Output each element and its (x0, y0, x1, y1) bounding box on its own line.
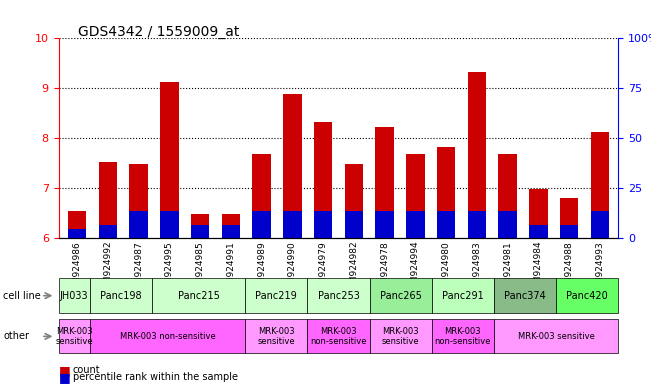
Text: Panc198: Panc198 (100, 291, 142, 301)
Bar (98, 162, 117, 238)
Text: GDS4342 / 1559009_at: GDS4342 / 1559009_at (78, 25, 240, 39)
Bar (314, 210, 333, 238)
Text: Panc265: Panc265 (380, 291, 422, 301)
Text: Panc219: Panc219 (255, 291, 298, 301)
Bar (283, 94, 301, 238)
Bar (68, 210, 87, 238)
Text: MRK-003 non-sensitive: MRK-003 non-sensitive (120, 332, 215, 341)
Bar (406, 154, 424, 238)
Bar (253, 210, 271, 238)
Bar (344, 164, 363, 238)
Bar (221, 214, 240, 238)
Bar (467, 210, 486, 238)
Bar (560, 225, 579, 238)
Bar (590, 132, 609, 238)
Text: MRK-003
sensitive: MRK-003 sensitive (258, 327, 295, 346)
Bar (560, 198, 579, 238)
Text: Panc291: Panc291 (442, 291, 484, 301)
Bar (590, 210, 609, 238)
Bar (344, 210, 363, 238)
Text: MRK-003
sensitive: MRK-003 sensitive (382, 327, 419, 346)
Text: Panc420: Panc420 (566, 291, 608, 301)
Text: percentile rank within the sample: percentile rank within the sample (73, 372, 238, 382)
Bar (499, 210, 517, 238)
Bar (376, 210, 394, 238)
Bar (191, 225, 210, 238)
Bar (191, 214, 210, 238)
Text: other: other (3, 331, 29, 341)
Bar (437, 210, 456, 238)
Text: MRK-003
non-sensitive: MRK-003 non-sensitive (311, 327, 367, 346)
Bar (499, 154, 517, 238)
Bar (221, 225, 240, 238)
Bar (160, 82, 178, 238)
Bar (130, 164, 148, 238)
Text: count: count (73, 365, 100, 375)
Text: MRK-003 sensitive: MRK-003 sensitive (518, 332, 594, 341)
Text: ■: ■ (59, 364, 70, 377)
Bar (98, 225, 117, 238)
Text: Panc253: Panc253 (318, 291, 359, 301)
Bar (130, 210, 148, 238)
Bar (437, 147, 456, 238)
Bar (529, 225, 547, 238)
Bar (376, 127, 394, 238)
Text: MRK-003
non-sensitive: MRK-003 non-sensitive (435, 327, 492, 346)
Text: Panc215: Panc215 (178, 291, 219, 301)
Bar (68, 229, 87, 238)
Bar (283, 210, 301, 238)
Text: Panc374: Panc374 (505, 291, 546, 301)
Bar (467, 72, 486, 238)
Bar (406, 210, 424, 238)
Bar (529, 189, 547, 238)
Text: JH033: JH033 (60, 291, 89, 301)
Text: MRK-003
sensitive: MRK-003 sensitive (55, 327, 93, 346)
Bar (314, 122, 333, 238)
Text: cell line: cell line (3, 291, 41, 301)
Bar (253, 154, 271, 238)
Bar (160, 210, 178, 238)
Text: ■: ■ (59, 371, 70, 384)
